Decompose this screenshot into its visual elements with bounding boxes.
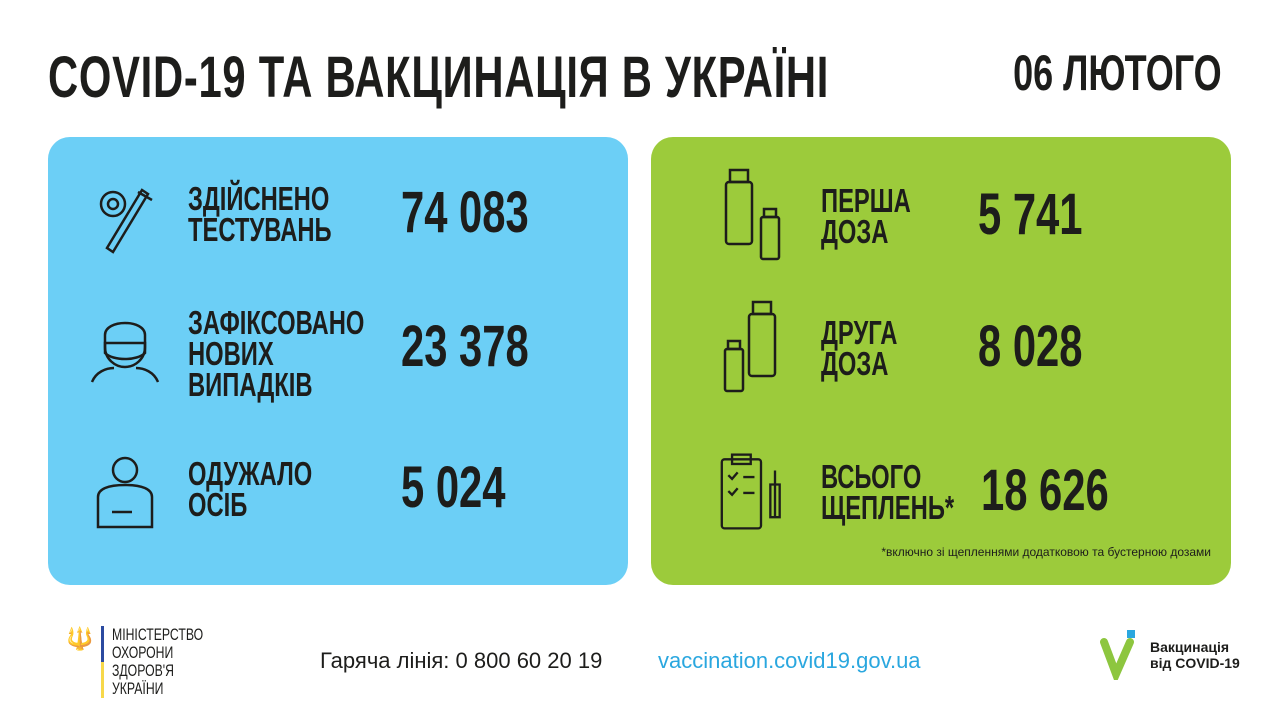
ministry-line: МІНІСТЕРСТВО	[112, 625, 204, 644]
test-tube-icon	[99, 188, 153, 254]
cases-value: 23 378	[401, 314, 529, 379]
logo-text: від COVID-19	[1150, 655, 1240, 671]
page-title: COVID-19 ТА ВАКЦИНАЦІЯ В УКРАЇНІ	[48, 45, 830, 110]
label: ЗДІЙСНЕНО	[188, 180, 330, 217]
label: ОДУЖАЛО	[188, 455, 313, 492]
ministry-line: ОХОРОНИ	[112, 643, 174, 662]
label: НОВИХ	[188, 335, 274, 372]
label: ДОЗА	[821, 213, 889, 250]
recovered-value: 5 024	[401, 455, 506, 520]
label: ДОЗА	[821, 345, 889, 382]
label: ТЕСТУВАНЬ	[188, 211, 332, 248]
hotline: Гаряча лінія: 0 800 60 20 19	[320, 648, 603, 673]
logo-text: Вакцинація	[1150, 639, 1230, 655]
website-link[interactable]: vaccination.covid19.gov.ua	[658, 648, 921, 673]
first-dose-value: 5 741	[978, 182, 1083, 247]
total-value: 18 626	[981, 458, 1109, 523]
footnote: *включно зі щепленнями додатковою та бус…	[881, 545, 1211, 559]
ministry-logo: 🔱 МІНІСТЕРСТВО ОХОРОНИ ЗДОРОВ'Я УКРАЇНИ	[66, 626, 239, 698]
label: ОСІБ	[188, 486, 248, 523]
date: 06 ЛЮТОГО	[1013, 45, 1222, 101]
tests-value: 74 083	[401, 180, 529, 245]
recovered-person-icon	[96, 456, 154, 529]
vaccine-vials-icon	[724, 168, 781, 261]
label: ПЕРША	[821, 182, 911, 219]
ministry-line: ЗДОРОВ'Я	[112, 661, 175, 680]
vaccination-logo: Вакцинація від COVID-19	[1100, 630, 1240, 680]
vaccination-stats-panel: ПЕРША ДОЗА 5 741 ДРУГА ДОЗА 8 028 ВСЬОГО ЩЕ…	[651, 137, 1231, 585]
trident-icon: 🔱	[66, 626, 94, 651]
covid-stats-panel: ЗДІЙСНЕНО ТЕСТУВАНЬ 74 083 ЗАФІКСОВАНО НОВ…	[48, 137, 628, 585]
label: ЗАФІКСОВАНО	[188, 304, 365, 341]
masked-person-icon	[90, 321, 160, 383]
vaccine-vials-icon	[723, 300, 777, 393]
label: ДРУГА	[821, 314, 898, 351]
ministry-line: УКРАЇНИ	[112, 679, 164, 698]
label: ВИПАДКІВ	[188, 366, 313, 403]
label: ВСЬОГО	[821, 458, 922, 495]
label: ЩЕПЛЕНЬ*	[821, 489, 955, 526]
v-logo-icon	[1100, 630, 1135, 680]
clipboard-syringe-icon	[720, 453, 781, 530]
second-dose-value: 8 028	[978, 314, 1083, 379]
